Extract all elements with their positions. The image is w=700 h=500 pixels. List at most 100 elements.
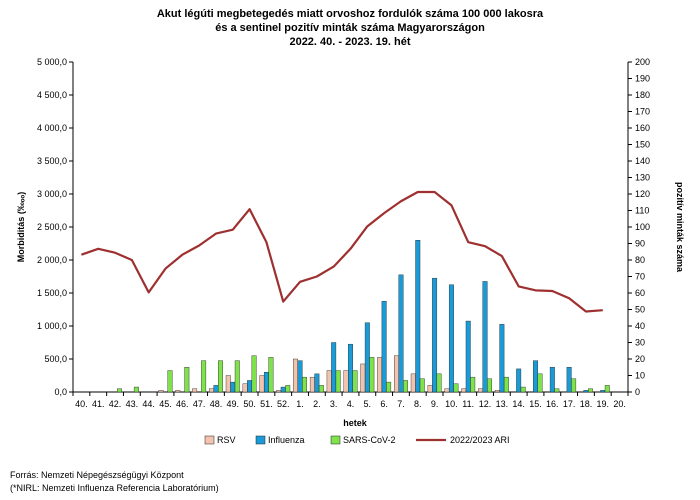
- y2-tick-label: 0: [635, 387, 640, 397]
- y2-tick-label: 140: [635, 156, 650, 166]
- bar-sars-cov-2: [571, 378, 577, 393]
- bar-sars-cov-2: [184, 367, 190, 393]
- bar-sars-cov-2: [117, 388, 122, 393]
- y2-tick-label: 80: [635, 255, 645, 265]
- y2-tick-label: 160: [635, 123, 650, 133]
- x-tick-label: 42.: [109, 399, 122, 409]
- bar-influenza: [583, 390, 589, 393]
- bar-rsv: [360, 363, 366, 393]
- bar-rsv: [293, 358, 298, 393]
- x-tick-label: 19.: [597, 399, 610, 409]
- bar-influenza: [432, 277, 438, 393]
- x-tick-label: 1.: [296, 399, 304, 409]
- bar-sars-cov-2: [403, 380, 408, 393]
- bar-rsv: [461, 388, 467, 393]
- legend-label-sars-cov-2: SARS-CoV-2: [343, 435, 396, 445]
- bar-sars-cov-2: [201, 360, 207, 393]
- bars: [117, 239, 610, 393]
- bar-sars-cov-2: [520, 386, 526, 393]
- x-tick-label: 5.: [364, 399, 372, 409]
- y2-tick-label: 40: [635, 321, 645, 331]
- x-tick-label: 12.: [479, 399, 492, 409]
- line-ari-2022-2023: [81, 190, 603, 313]
- x-tick-label: 44.: [142, 399, 155, 409]
- bar-influenza: [566, 367, 572, 393]
- bar-sars-cov-2: [352, 370, 358, 393]
- bar-sars-cov-2: [285, 385, 291, 393]
- bar-influenza: [348, 343, 353, 393]
- bar-influenza: [381, 301, 387, 393]
- bar-influenza: [533, 360, 538, 393]
- bar-rsv: [343, 370, 349, 393]
- x-tick-label: 11.: [462, 399, 474, 409]
- bar-sars-cov-2: [234, 360, 240, 393]
- bar-rsv: [444, 388, 450, 393]
- bar-influenza: [247, 380, 253, 393]
- x-tick-label: 2.: [313, 399, 321, 409]
- x-tick-label: 41.: [92, 399, 105, 409]
- footer-note: (*NIRL: Nemzeti Influenza Referencia Lab…: [10, 483, 219, 493]
- bar-influenza: [482, 281, 488, 393]
- x-tick-label: 18.: [580, 399, 593, 409]
- y2-tick-label: 200: [635, 57, 650, 67]
- bar-rsv: [478, 388, 483, 393]
- bar-sars-cov-2: [436, 373, 442, 393]
- y2-tick-label: 120: [635, 189, 650, 199]
- y-tick-label: 3 000,0: [37, 189, 67, 199]
- x-tick-label: 7.: [397, 399, 405, 409]
- bar-rsv: [326, 370, 332, 393]
- x-tick-label: 43.: [126, 399, 139, 409]
- bar-rsv: [192, 388, 198, 393]
- bar-rsv: [494, 390, 500, 393]
- x-tick-label: 8.: [414, 399, 422, 409]
- bar-sars-cov-2: [268, 357, 274, 393]
- y-tick-label: 3 500,0: [37, 156, 67, 166]
- bar-influenza: [465, 320, 471, 393]
- bar-rsv: [158, 390, 164, 393]
- bar-rsv: [377, 357, 383, 393]
- y2-tick-label: 90: [635, 239, 645, 249]
- x-tick-label: 15.: [529, 399, 542, 409]
- bar-rsv: [209, 388, 214, 393]
- x-tick-label: 10.: [445, 399, 458, 409]
- y-tick-label: 1 000,0: [37, 321, 67, 331]
- bar-influenza: [297, 360, 303, 393]
- y-tick-label: 2 000,0: [37, 255, 67, 265]
- x-tick-label: 51.: [260, 399, 273, 409]
- bar-sars-cov-2: [588, 388, 593, 393]
- bar-rsv: [225, 375, 231, 393]
- bar-sars-cov-2: [369, 357, 375, 393]
- bar-influenza: [331, 342, 337, 393]
- bar-influenza: [516, 368, 522, 393]
- y2-tick-label: 170: [635, 107, 650, 117]
- x-tick-label: 9.: [431, 399, 439, 409]
- bar-influenza: [600, 390, 606, 393]
- bar-influenza: [549, 367, 555, 393]
- bar-sars-cov-2: [487, 378, 492, 393]
- x-tick-label: 45.: [159, 399, 172, 409]
- y2-axis-label: pozitív minták száma: [675, 182, 685, 273]
- y2-tick-label: 150: [635, 140, 650, 150]
- bar-sars-cov-2: [386, 381, 392, 393]
- bar-sars-cov-2: [604, 385, 610, 393]
- x-tick-label: 4.: [347, 399, 355, 409]
- x-tick-label: 13.: [496, 399, 509, 409]
- bar-sars-cov-2: [470, 376, 476, 393]
- bar-rsv: [242, 383, 248, 393]
- x-tick-label: 3.: [330, 399, 338, 409]
- legend-swatch-rsv: [204, 435, 215, 445]
- y2-tick-label: 100: [635, 222, 650, 232]
- chart-title-line-2: és a sentinel pozitív minták száma Magya…: [215, 22, 485, 34]
- bar-sars-cov-2: [318, 385, 324, 393]
- y-tick-label: 0,0: [54, 387, 67, 397]
- bar-influenza: [280, 386, 286, 393]
- bar-sars-cov-2: [302, 376, 307, 393]
- y-tick-label: 4 500,0: [37, 90, 67, 100]
- y-tick-label: 5 000,0: [37, 57, 67, 67]
- bar-influenza: [263, 372, 269, 393]
- y2-tick-label: 70: [635, 272, 645, 282]
- y-tick-label: 500,0: [44, 354, 67, 364]
- bar-rsv: [276, 390, 282, 393]
- y2-tick-label: 190: [635, 74, 650, 84]
